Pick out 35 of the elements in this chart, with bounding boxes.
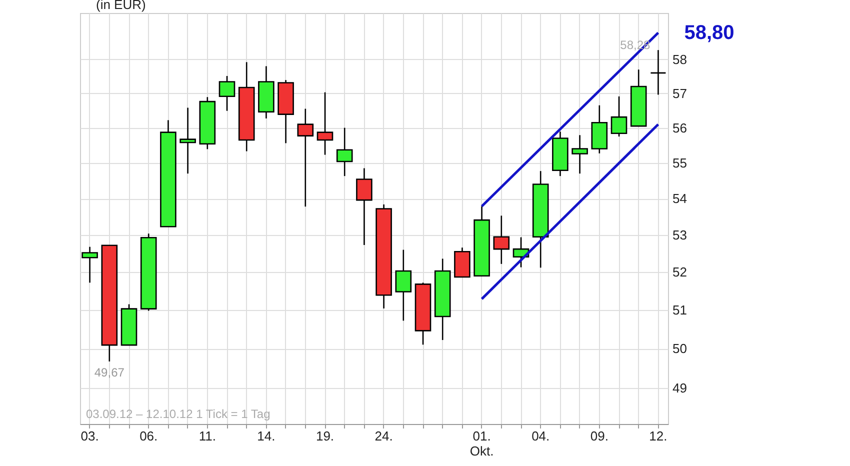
candlestick [82,246,98,284]
x-tick-label: 04. [532,428,550,444]
y-tick-label: 53 [672,228,687,243]
candlestick [297,108,314,208]
candlestick [316,92,334,156]
x-tick-label: 06. [140,428,158,444]
candlestick [395,249,412,322]
x-tick-label: 11. [198,428,216,444]
y-tick-label: 58 [672,52,687,67]
x-tick-label: 01. Okt. [470,428,494,458]
y-tick-label: 50 [672,341,687,356]
candlestick [572,134,588,174]
candlestick [218,75,236,112]
candlestick [356,168,372,246]
x-tick-label: 03. [80,428,99,444]
candlestick [493,215,510,265]
candlestick [180,107,196,174]
y-tick-label: 49 [672,380,687,396]
x-tick-label: 12. [649,428,668,444]
y-tick-label: 56 [672,120,687,136]
candlestick [336,127,353,177]
annotation: 58,80 [684,22,734,44]
y-tick-label: 54 [672,191,687,206]
x-tick-label: 14. [257,428,276,444]
x-tick-label: 09. [590,428,608,444]
y-tick-label: 52 [672,264,687,280]
annotation: 03.09.12 – 12.10.12 1 Tick = 1 Tag [86,407,270,421]
candlestick [610,96,628,138]
candlestick [650,49,666,96]
annotation: 49,67 [94,365,125,380]
x-tick-label: 24. [374,428,393,444]
y-tick-label: 55 [672,155,687,170]
y-tick-label: 51 [672,302,687,318]
x-tick-label: 19. [316,428,334,444]
y-tick-label: 57 [672,86,687,101]
